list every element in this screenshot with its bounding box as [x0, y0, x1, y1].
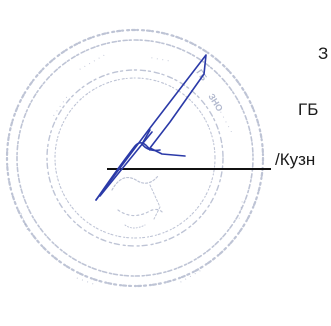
- svg-text:· · · ·: · · · ·: [235, 200, 248, 221]
- text-line-3: /Кузн: [275, 150, 316, 169]
- text-line-1: З: [318, 44, 329, 63]
- text-line-2: ГБ: [298, 100, 319, 119]
- svg-text:· · · ·: · · · ·: [150, 52, 171, 65]
- signature-line: [107, 168, 271, 170]
